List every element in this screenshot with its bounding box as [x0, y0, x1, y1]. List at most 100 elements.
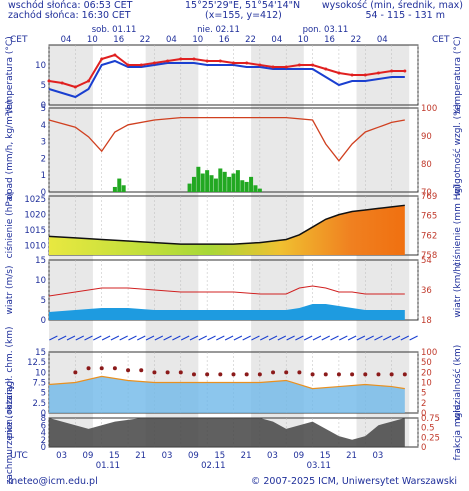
ytick-4-0: 0 [41, 409, 46, 419]
temp-point-22 [337, 71, 341, 75]
temp-point-26 [390, 69, 394, 73]
temp-point-17 [271, 65, 275, 69]
ytick-4-3: 7.5 [32, 379, 46, 389]
footer-email[interactable]: meteo@icm.edu.pl [8, 476, 98, 487]
ytick-right-1-3: 100 [421, 104, 437, 114]
ytick-4-2: 5 [41, 389, 46, 399]
ylabel-right-5: frakcja mgła [453, 405, 463, 461]
wind-barb-81 [400, 335, 410, 341]
ytick-2-1: 1015 [24, 226, 46, 236]
ytick-1-2: 2 [41, 154, 46, 164]
temp-point-25 [376, 71, 380, 75]
ytick-right-3-0: 18 [421, 316, 432, 326]
temp-point-5 [113, 53, 117, 57]
top-hour-9: 10 [298, 35, 309, 45]
precip-bar-8 [209, 175, 214, 192]
precip-bar-14 [235, 170, 240, 192]
bottom-day-2: 03.11 [307, 461, 331, 471]
ytick-4-1: 2.5 [32, 399, 46, 409]
bottom-hour-0: 03 [56, 451, 67, 461]
top-hour-2: 16 [113, 35, 124, 45]
visibility-line [48, 375, 405, 390]
bottom-hour-10: 15 [320, 451, 331, 461]
pressure-line [48, 204, 405, 245]
ytick-3-1: 5 [41, 296, 46, 306]
wind-barb-23 [145, 335, 155, 341]
top-hour-1: 10 [87, 35, 98, 45]
ytick-right-2-2: 765 [421, 212, 437, 222]
cloudtop-point-11 [218, 372, 223, 377]
gust-line [48, 285, 405, 297]
precip-bar-2 [121, 185, 126, 192]
temp-point-14 [232, 61, 235, 65]
wind-barb-55 [286, 335, 295, 341]
wind-barb-77 [383, 335, 392, 341]
precip-bar-13 [231, 173, 236, 192]
ylabel-2: ciśnienie (hPa) [4, 193, 15, 259]
top-day-0: sob. 01.11 [92, 25, 137, 35]
ytick-right-4-2: 5 [421, 389, 426, 399]
cloudtop-point-10 [205, 372, 210, 377]
top-hour-8: 04 [271, 35, 282, 45]
wind-barb-67 [339, 335, 348, 341]
cloudtop-point-16 [284, 370, 289, 375]
top-hour-4: 04 [166, 35, 177, 45]
wind-barb-79 [391, 335, 401, 341]
cloudtop-point-23 [376, 372, 381, 377]
top-hour-5: 10 [192, 35, 203, 45]
ytick-right-4-0: 0 [421, 409, 426, 419]
precip-bar-19 [257, 188, 262, 192]
top-hour-0: 04 [61, 35, 72, 45]
ylabel-5: zachmurzenie (oktany) [5, 381, 15, 485]
top-day-2: pon. 03.11 [303, 25, 349, 35]
wind-barb-45 [242, 335, 251, 341]
temp-point-6 [126, 63, 130, 67]
ytick-1-1: 1 [41, 171, 46, 181]
temp-point-24 [363, 73, 367, 77]
cloudtop-point-22 [363, 372, 368, 377]
ylabel-0: temperatura (°C) [5, 36, 15, 113]
wind-barb-15 [110, 335, 120, 341]
ytick-5-2: 4 [41, 429, 46, 439]
temp-point-0 [47, 79, 51, 83]
bottom-day-0: 01.11 [96, 461, 120, 471]
ytick-2-0: 1010 [24, 242, 46, 252]
precip-bar-0 [112, 186, 117, 192]
wind-barb-59 [303, 335, 313, 341]
temp-point-7 [139, 63, 143, 67]
ytick-right-4-4: 20 [421, 368, 432, 378]
temp-point-16 [258, 63, 262, 67]
top-hour-10: 16 [324, 35, 335, 45]
wind-barb-21 [137, 335, 146, 341]
cloudtop-point-6 [152, 370, 157, 375]
height-values: 54 - 115 - 131 m [365, 10, 445, 21]
cloudtop-point-1 [86, 366, 91, 371]
footer-copyright: © 2007-2025 ICM, Uniwersytet Warszawski [250, 476, 457, 487]
cloudtop-point-5 [139, 368, 144, 373]
bottom-day-1: 02.11 [201, 461, 225, 471]
ytick-2-2: 1020 [24, 211, 46, 221]
ylabel-right-2: ciśnienie (mm Hg) [452, 184, 463, 266]
ytick-right-2-0: 758 [421, 251, 437, 261]
temp-point-11 [192, 57, 196, 61]
humidity-line [48, 116, 405, 162]
bottom-hour-2: 15 [109, 451, 120, 461]
coords-text: 15°25'29"E, 51°54'14"N [185, 0, 301, 11]
bottom-hour-3: 21 [135, 451, 146, 461]
cloudtop-point-9 [191, 372, 196, 377]
ytick-3-2: 10 [35, 276, 46, 286]
cloudtop-point-13 [244, 372, 249, 377]
height-title: wysokość (min, średnik, max) [321, 0, 463, 11]
bottom-hour-6: 15 [214, 451, 225, 461]
precip-bar-7 [205, 170, 210, 192]
bottom-hour-9: 09 [293, 451, 304, 461]
ytick-1-3: 3 [41, 138, 46, 148]
ytick-right-1-2: 90 [421, 132, 432, 142]
utc-label: UTC [10, 451, 28, 461]
dewpoint-series-line [48, 59, 405, 99]
wind-barb-31 [180, 335, 190, 341]
ytick-right-1-0: 70 [421, 188, 432, 198]
cloudtop-point-14 [257, 372, 262, 377]
precip-bar-5 [196, 166, 201, 192]
